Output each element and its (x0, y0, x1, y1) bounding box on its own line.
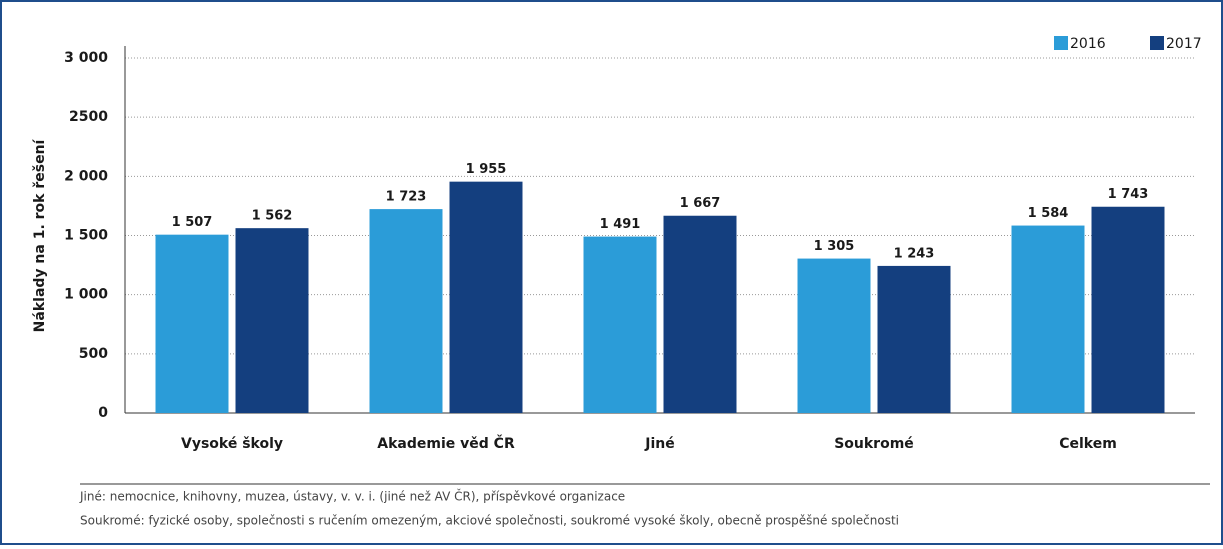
x-tick-label: Celkem (1059, 436, 1117, 452)
y-tick-label: 2500 (69, 109, 108, 125)
value-label: 1 305 (814, 239, 855, 254)
bar (155, 234, 229, 413)
y-axis-label: Náklady na 1. rok řešení (32, 138, 48, 332)
value-label: 1 562 (252, 209, 293, 224)
bar (583, 236, 657, 413)
y-tick-label: 1 000 (64, 287, 108, 303)
footnote: Soukromé: fyzické osoby, společnosti s r… (80, 514, 899, 528)
y-tick-label: 3 000 (64, 50, 108, 66)
value-label: 1 584 (1028, 206, 1069, 221)
y-tick-label: 1 500 (64, 228, 108, 244)
bar (449, 181, 523, 413)
y-tick-label: 2 000 (64, 168, 108, 184)
bar (663, 215, 737, 413)
value-label: 1 243 (894, 246, 935, 261)
legend-label: 2016 (1070, 36, 1106, 52)
legend-swatch (1150, 36, 1164, 50)
y-tick-label: 500 (79, 346, 108, 362)
bar (369, 209, 443, 413)
value-label: 1 507 (172, 215, 213, 230)
x-tick-label: Akademie věd ČR (377, 434, 515, 452)
legend-label: 2017 (1166, 36, 1202, 52)
bar (1011, 225, 1085, 413)
value-label: 1 723 (386, 190, 427, 205)
x-tick-label: Soukromé (834, 436, 914, 452)
bar (1091, 206, 1165, 413)
y-tick-label: 0 (98, 405, 108, 421)
legend-swatch (1054, 36, 1068, 50)
footnote: Jiné: nemocnice, knihovny, muzea, ústavy… (79, 489, 625, 504)
x-tick-label: Jiné (644, 436, 674, 452)
x-tick-label: Vysoké školy (181, 436, 283, 452)
value-label: 1 491 (600, 217, 641, 232)
value-label: 1 743 (1108, 187, 1149, 202)
bar (877, 265, 951, 413)
bar (797, 258, 871, 413)
value-label: 1 667 (680, 196, 721, 211)
value-label: 1 955 (466, 162, 507, 177)
bar (235, 228, 309, 413)
